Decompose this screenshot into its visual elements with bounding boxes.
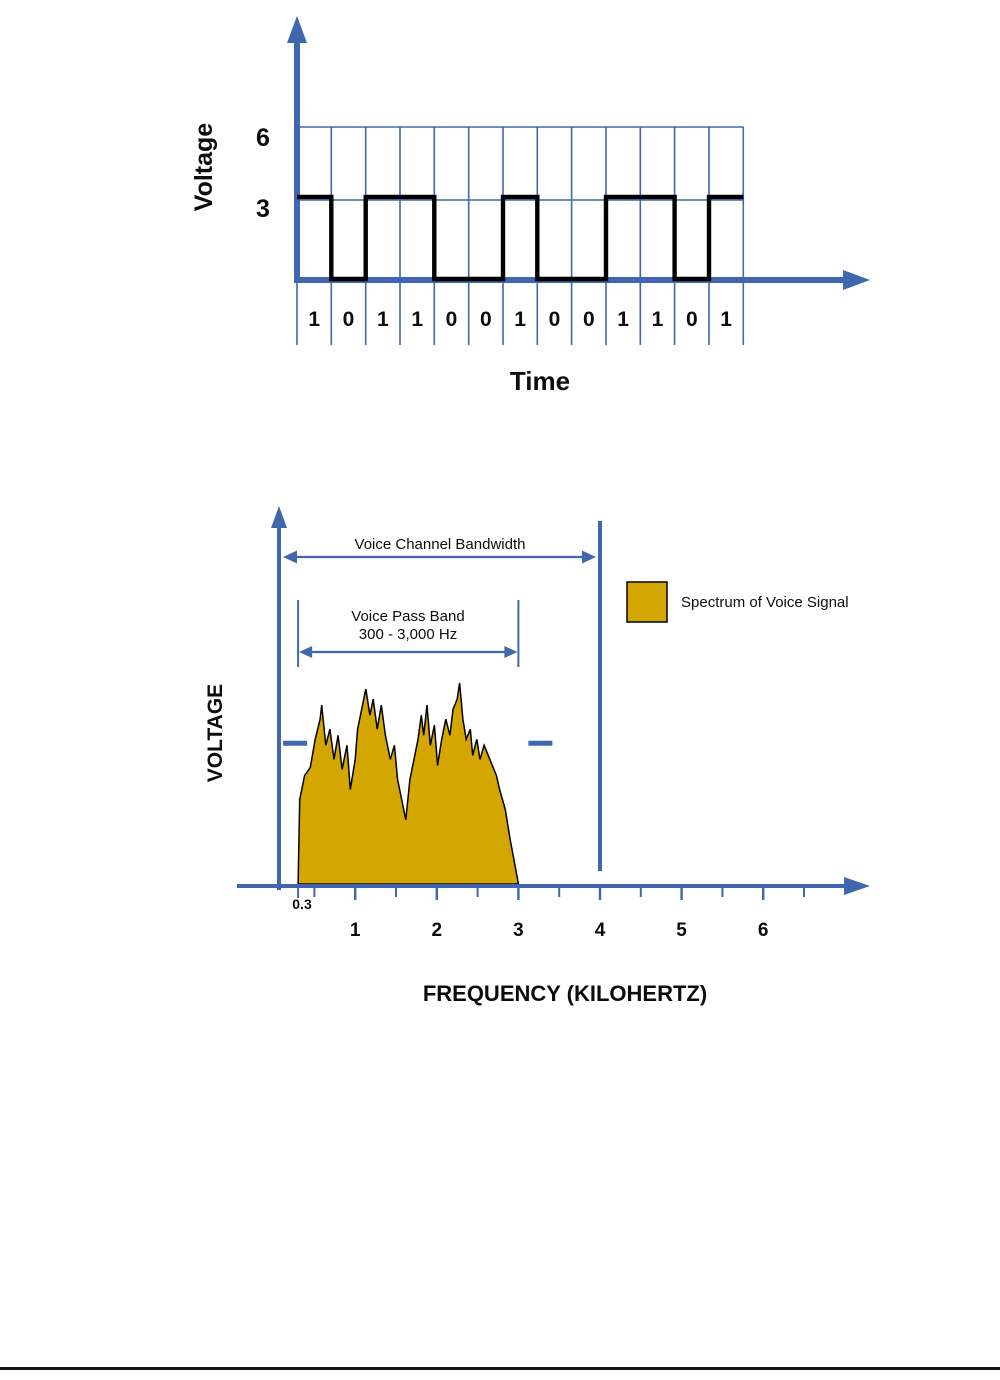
- bit-label: 0: [583, 308, 595, 331]
- channel-bandwidth-arrow: [283, 550, 596, 564]
- voltage-axis-bottom-title: VOLTAGE: [204, 684, 227, 782]
- bit-label: 1: [617, 308, 629, 331]
- frequency-axis-arrowhead: [844, 877, 870, 895]
- bit-label: 1: [652, 308, 664, 331]
- bit-label: 1: [308, 308, 320, 331]
- frequency-tick-label: 3: [513, 920, 524, 941]
- legend-swatch: [626, 581, 668, 623]
- voltage-axis-arrowhead: [287, 16, 307, 43]
- time-axis-title: Time: [510, 366, 570, 396]
- channel-bandwidth-right-arrowhead: [582, 550, 596, 564]
- frequency-tick-label: 6: [758, 920, 769, 941]
- legend-label: Spectrum of Voice Signal: [681, 594, 849, 611]
- frequency-ticks: [297, 886, 805, 900]
- frequency-tick-label: 4: [595, 920, 606, 941]
- frequency-tick-label: 2: [432, 920, 443, 941]
- pass-band-label-line2: 300 - 3,000 Hz: [359, 626, 457, 643]
- y-tick-label-6: 6: [256, 124, 270, 152]
- bit-label: 1: [377, 308, 389, 331]
- frequency-tick-label: 1: [350, 920, 361, 941]
- y-tick-label-3: 3: [256, 195, 270, 223]
- frequency-axis-title: FREQUENCY (KILOHERTZ): [423, 981, 707, 1006]
- channel-bandwidth-left-arrowhead: [283, 550, 297, 564]
- bit-label: 0: [343, 308, 355, 331]
- tick-label-0-3: 0.3: [292, 896, 312, 912]
- pass-band-arrow: [297, 600, 520, 667]
- bit-label: 0: [686, 308, 698, 331]
- voltage-axis-bottom-arrowhead: [271, 506, 287, 528]
- voice-spectrum-chart: 1 2 3 4 5 6 Spectrum of Voice Signal Voice Ch…: [204, 506, 870, 1006]
- bit-label: 1: [411, 308, 423, 331]
- channel-bandwidth-label: Voice Channel Bandwidth: [355, 536, 526, 553]
- voice-spectrum-area: [297, 682, 520, 885]
- bit-label: 1: [514, 308, 526, 331]
- bit-label: 0: [446, 308, 458, 331]
- frequency-tick-labels: 1 2 3 4 5 6: [350, 920, 769, 941]
- time-axis-arrowhead: [843, 270, 870, 290]
- pass-band-left-arrowhead: [299, 646, 313, 658]
- bit-label: 1: [720, 308, 732, 331]
- square-wave-trace: [297, 194, 744, 282]
- frequency-tick-label: 5: [676, 920, 687, 941]
- bit-label: 0: [480, 308, 492, 331]
- bit-label: 0: [549, 308, 561, 331]
- footer-rule: [0, 1367, 1000, 1370]
- voltage-axis-title: Voltage: [190, 123, 218, 212]
- pass-band-right-arrowhead: [504, 646, 518, 658]
- pass-band-label-line1: Voice Pass Band: [351, 608, 464, 625]
